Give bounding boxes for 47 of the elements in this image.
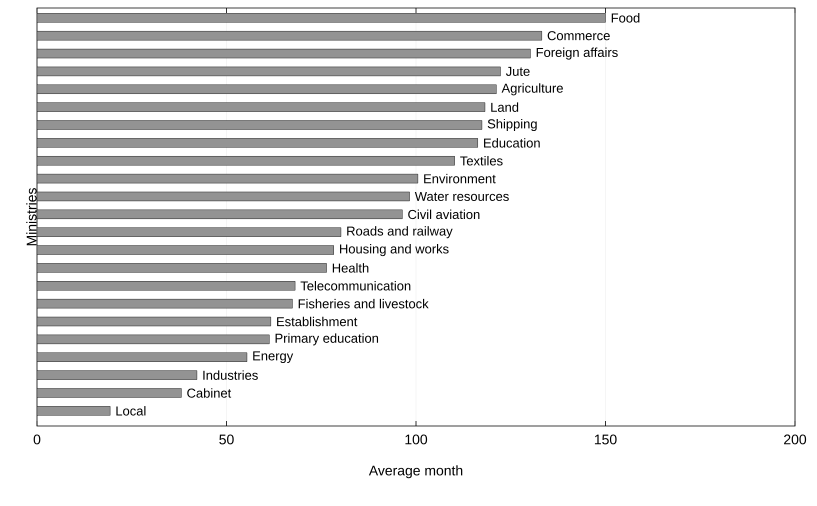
x-axis-title: Average month: [368, 465, 462, 478]
y-tick-label: Fisheries and livestock: [298, 298, 429, 308]
x-tick-label: 0: [34, 434, 40, 444]
bar: [37, 352, 248, 362]
y-tick-label: Cabinet: [187, 388, 232, 398]
y-tick-label: Local: [116, 406, 146, 416]
bar: [37, 370, 198, 380]
y-tick-label: Education: [484, 138, 540, 148]
bar: [37, 30, 542, 40]
y-tick-label: Energy: [253, 351, 294, 364]
y-tick-label: Shipping: [488, 118, 537, 132]
bar: [37, 298, 293, 308]
x-tick-label: 150: [594, 434, 617, 444]
x-tick-label: 100: [405, 434, 428, 444]
y-tick-label: Establishment: [277, 316, 358, 326]
bar: [37, 227, 342, 237]
y-tick-label: Food: [612, 13, 640, 23]
y-axis-title: Ministries: [26, 188, 36, 246]
bar: [37, 102, 486, 112]
bar: [37, 263, 327, 273]
bar: [37, 334, 270, 344]
y-tick-label: Primary education: [276, 333, 378, 346]
y-tick-label: Housing and works: [340, 244, 449, 256]
y-tick-label: Telecommunication: [300, 281, 410, 291]
bar: [37, 66, 501, 76]
y-tick-label: Health: [332, 263, 368, 273]
x-tick-label: 50: [219, 434, 234, 444]
y-tick-label: Commerce: [548, 31, 610, 40]
y-tick-label: Civil aviation: [408, 210, 480, 220]
bar: [37, 13, 606, 23]
bar: [37, 281, 296, 290]
bar: [37, 210, 403, 220]
y-tick-label: Roads and railway: [347, 226, 453, 238]
y-tick-label: Land: [491, 102, 518, 112]
y-tick-label: Agriculture: [502, 83, 563, 96]
y-tick-label: Environment: [424, 174, 496, 184]
bar: [37, 156, 455, 166]
bar: [37, 138, 478, 148]
bar: [37, 406, 110, 416]
y-tick-label: Jute: [506, 66, 530, 76]
bar: [37, 174, 418, 184]
x-tick-label: 200: [784, 434, 806, 444]
y-tick-label: Water resources: [414, 192, 509, 201]
bar: [37, 84, 497, 94]
y-tick-label: Textiles: [460, 156, 503, 166]
y-tick-label: Foreign affairs: [536, 48, 618, 60]
y-tick-label: Industries: [203, 370, 258, 380]
